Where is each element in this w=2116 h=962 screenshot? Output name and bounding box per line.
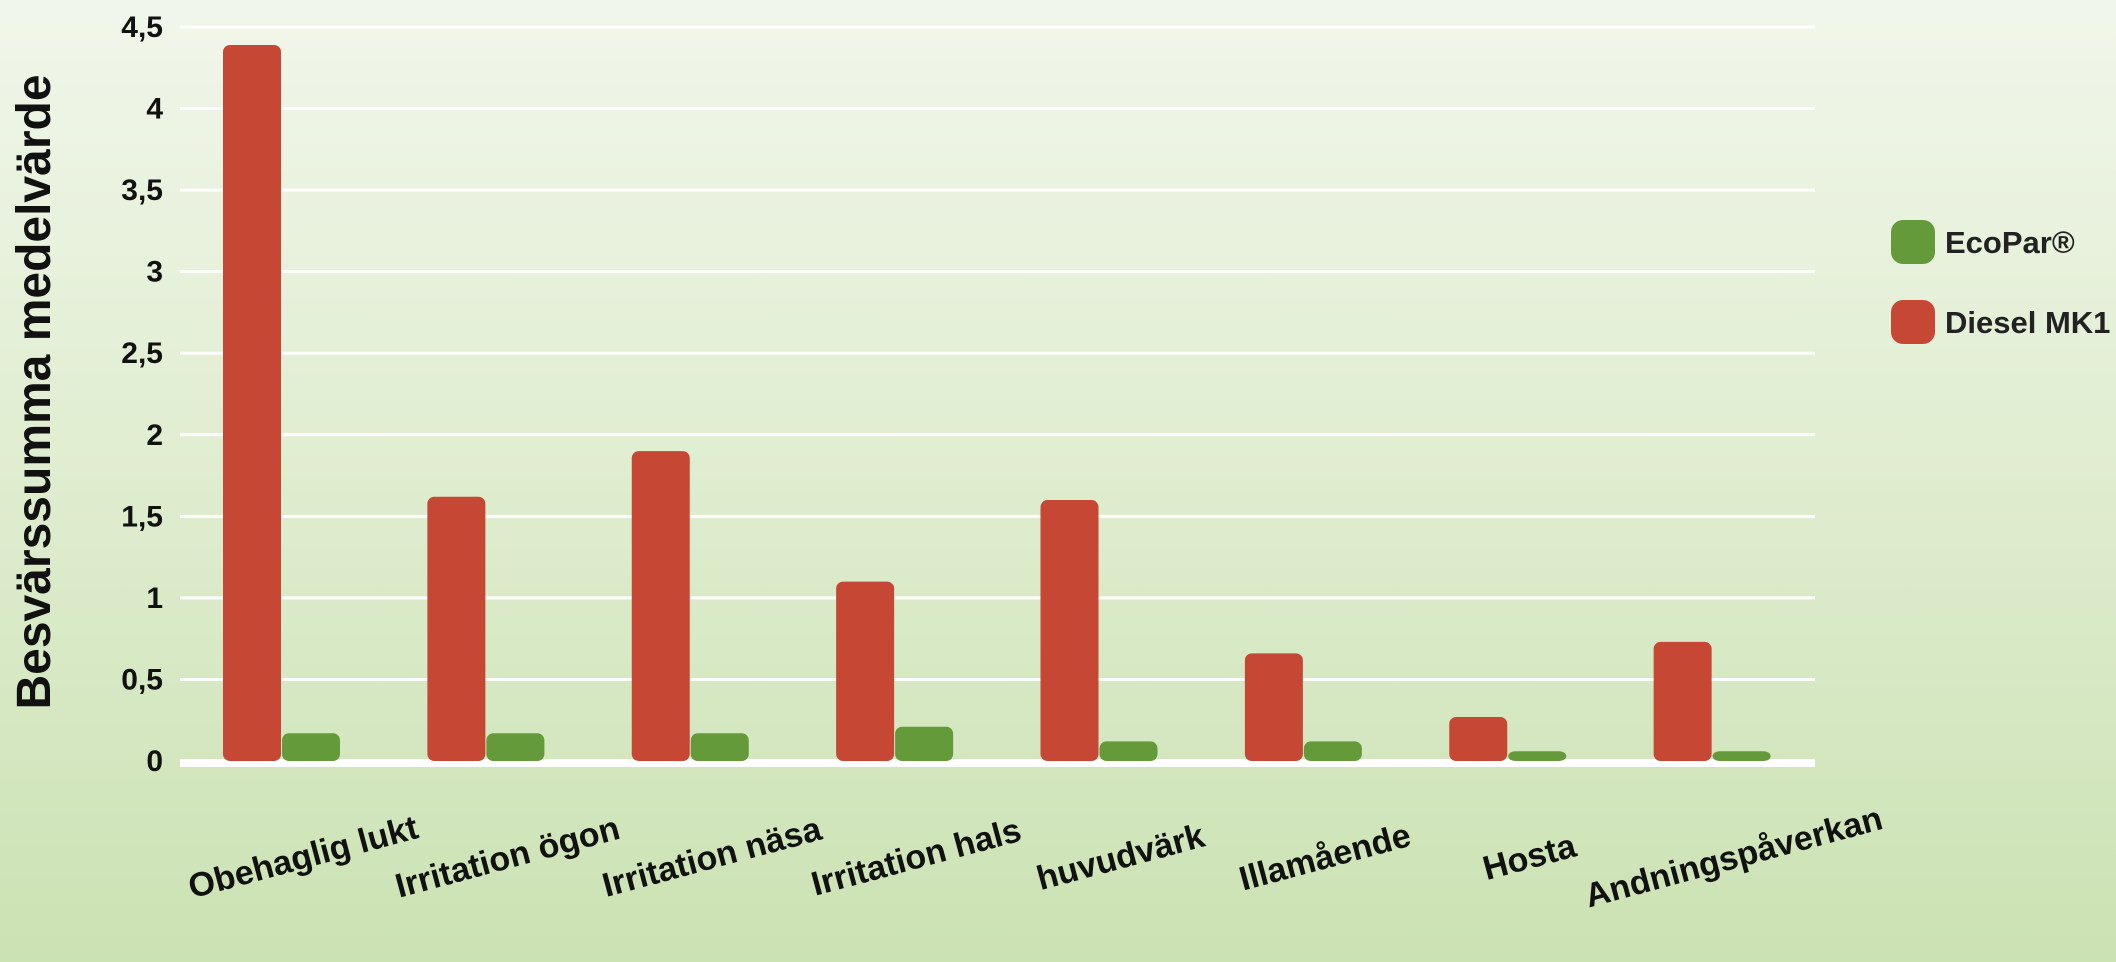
bar-diesel — [427, 496, 486, 761]
y-axis-ticks: 0 0,5 1 1,5 2 2,5 3 3,5 4 4,5 — [121, 11, 163, 778]
bar-ecopar — [690, 733, 749, 761]
bar-diesel — [631, 451, 690, 761]
y-axis-title: Besvärssumma medelvärde — [8, 74, 61, 709]
gridlines — [180, 25, 1815, 767]
bar-diesel — [1449, 716, 1508, 761]
y-tick-label: 0,5 — [121, 663, 163, 696]
bar-diesel — [1040, 500, 1099, 761]
legend: EcoPar® Diesel MK1 — [1891, 220, 2110, 344]
x-category-label: huvudvärk — [1033, 817, 1209, 898]
bar-ecopar — [486, 733, 545, 761]
bar-diesel — [836, 581, 895, 761]
x-category-label: Irritation näsa — [598, 810, 826, 905]
y-tick-label: 3 — [146, 256, 163, 289]
bar-ecopar — [282, 733, 340, 761]
y-tick-label: 0 — [146, 745, 163, 778]
x-category-label: Irritation ögon — [391, 809, 623, 905]
bar-ecopar — [895, 726, 954, 761]
x-category-label: Obehaglig lukt — [184, 808, 422, 906]
bar-diesel — [223, 44, 281, 762]
bars — [223, 44, 1771, 762]
bar-ecopar — [1508, 751, 1567, 761]
legend-label: Diesel MK1 — [1945, 305, 2110, 340]
x-category-label: Hosta — [1479, 827, 1581, 888]
bar-ecopar — [1099, 741, 1158, 761]
x-category-label: Illamående — [1235, 816, 1415, 898]
legend-swatch — [1891, 300, 1935, 344]
y-tick-label: 3,5 — [121, 174, 163, 207]
y-tick-label: 2,5 — [121, 337, 163, 370]
x-category-label: Andningspåverkan — [1581, 799, 1886, 915]
y-tick-label: 1,5 — [121, 500, 163, 533]
x-axis-baseline — [180, 759, 1815, 767]
legend-swatch — [1891, 220, 1935, 264]
legend-label: EcoPar® — [1945, 225, 2075, 260]
y-tick-label: 2 — [146, 419, 163, 452]
bar-diesel — [1244, 653, 1303, 761]
bar-diesel — [1653, 641, 1712, 761]
y-tick-label: 4,5 — [121, 11, 163, 44]
x-category-label: Irritation hals — [807, 811, 1025, 903]
y-tick-label: 1 — [146, 582, 163, 615]
y-tick-label: 4 — [146, 93, 163, 126]
bar-ecopar — [1712, 751, 1771, 761]
bar-ecopar — [1303, 741, 1362, 761]
